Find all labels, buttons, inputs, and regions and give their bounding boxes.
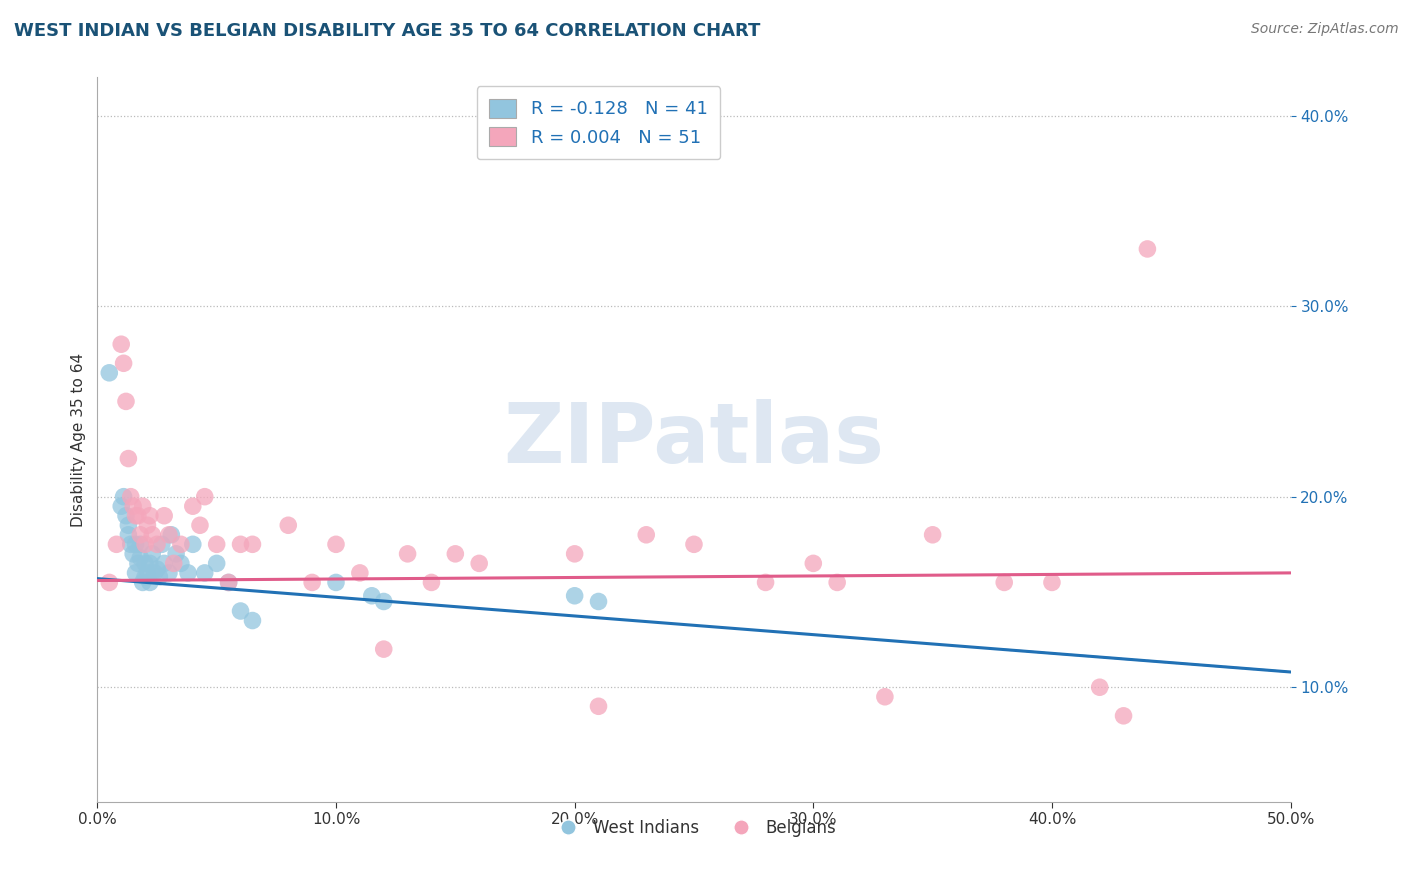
Point [122,499,145,513]
Point [124,566,146,580]
Legend: West Indians, Belgians: West Indians, Belgians [544,813,844,844]
Y-axis label: Disability Age 35 to 64: Disability Age 35 to 64 [72,352,86,526]
Point [129,550,152,565]
Point [105,537,128,551]
Point [1112,708,1135,723]
Point [153,508,176,523]
Point [325,537,347,551]
Point [115,394,138,409]
Point [124,508,146,523]
Point [110,337,132,351]
Point [129,537,152,551]
Point [194,566,217,580]
Point [141,547,163,561]
Point [112,356,135,370]
Point [205,557,228,571]
Point [636,528,658,542]
Point [129,528,152,542]
Point [444,547,467,561]
Point [188,518,211,533]
Point [150,537,173,551]
Point [1088,680,1111,694]
Point [229,604,252,618]
Point [139,508,162,523]
Text: ZIPatlas: ZIPatlas [503,399,884,480]
Point [325,575,347,590]
Point [242,614,264,628]
Point [229,537,252,551]
Point [117,451,139,466]
Point [124,537,146,551]
Point [921,528,943,542]
Point [205,537,228,551]
Point [157,566,180,580]
Point [153,557,176,571]
Point [349,566,371,580]
Point [170,537,193,551]
Point [170,557,193,571]
Point [993,575,1015,590]
Point [98,366,121,380]
Point [117,518,139,533]
Point [134,557,156,571]
Point [131,499,153,513]
Point [373,594,395,608]
Point [146,562,169,576]
Point [181,499,204,513]
Point [134,570,156,584]
Point [277,518,299,533]
Point [564,547,586,561]
Point [139,557,162,571]
Point [683,537,706,551]
Point [588,699,610,714]
Point [134,537,156,551]
Point [127,508,149,523]
Point [120,490,142,504]
Point [420,575,443,590]
Point [112,490,135,504]
Point [468,557,491,571]
Point [1040,575,1063,590]
Point [564,589,586,603]
Point [396,547,419,561]
Point [177,566,200,580]
Point [588,594,610,608]
Point [873,690,896,704]
Point [194,490,217,504]
Point [122,547,145,561]
Point [120,537,142,551]
Point [801,557,824,571]
Point [127,557,149,571]
Point [160,528,183,542]
Point [157,528,180,542]
Point [136,518,159,533]
Point [117,528,139,542]
Point [1136,242,1159,256]
Text: WEST INDIAN VS BELGIAN DISABILITY AGE 35 TO 64 CORRELATION CHART: WEST INDIAN VS BELGIAN DISABILITY AGE 35… [14,22,761,40]
Text: Source: ZipAtlas.com: Source: ZipAtlas.com [1251,22,1399,37]
Point [181,537,204,551]
Point [165,547,187,561]
Point [131,575,153,590]
Point [141,528,163,542]
Point [139,575,162,590]
Point [163,557,186,571]
Point [755,575,778,590]
Point [218,575,240,590]
Point [242,537,264,551]
Point [825,575,848,590]
Point [143,566,166,580]
Point [110,499,132,513]
Point [148,570,170,584]
Point [360,589,382,603]
Point [301,575,323,590]
Point [373,642,395,657]
Point [136,566,159,580]
Point [218,575,240,590]
Point [115,508,138,523]
Point [146,537,169,551]
Point [98,575,121,590]
